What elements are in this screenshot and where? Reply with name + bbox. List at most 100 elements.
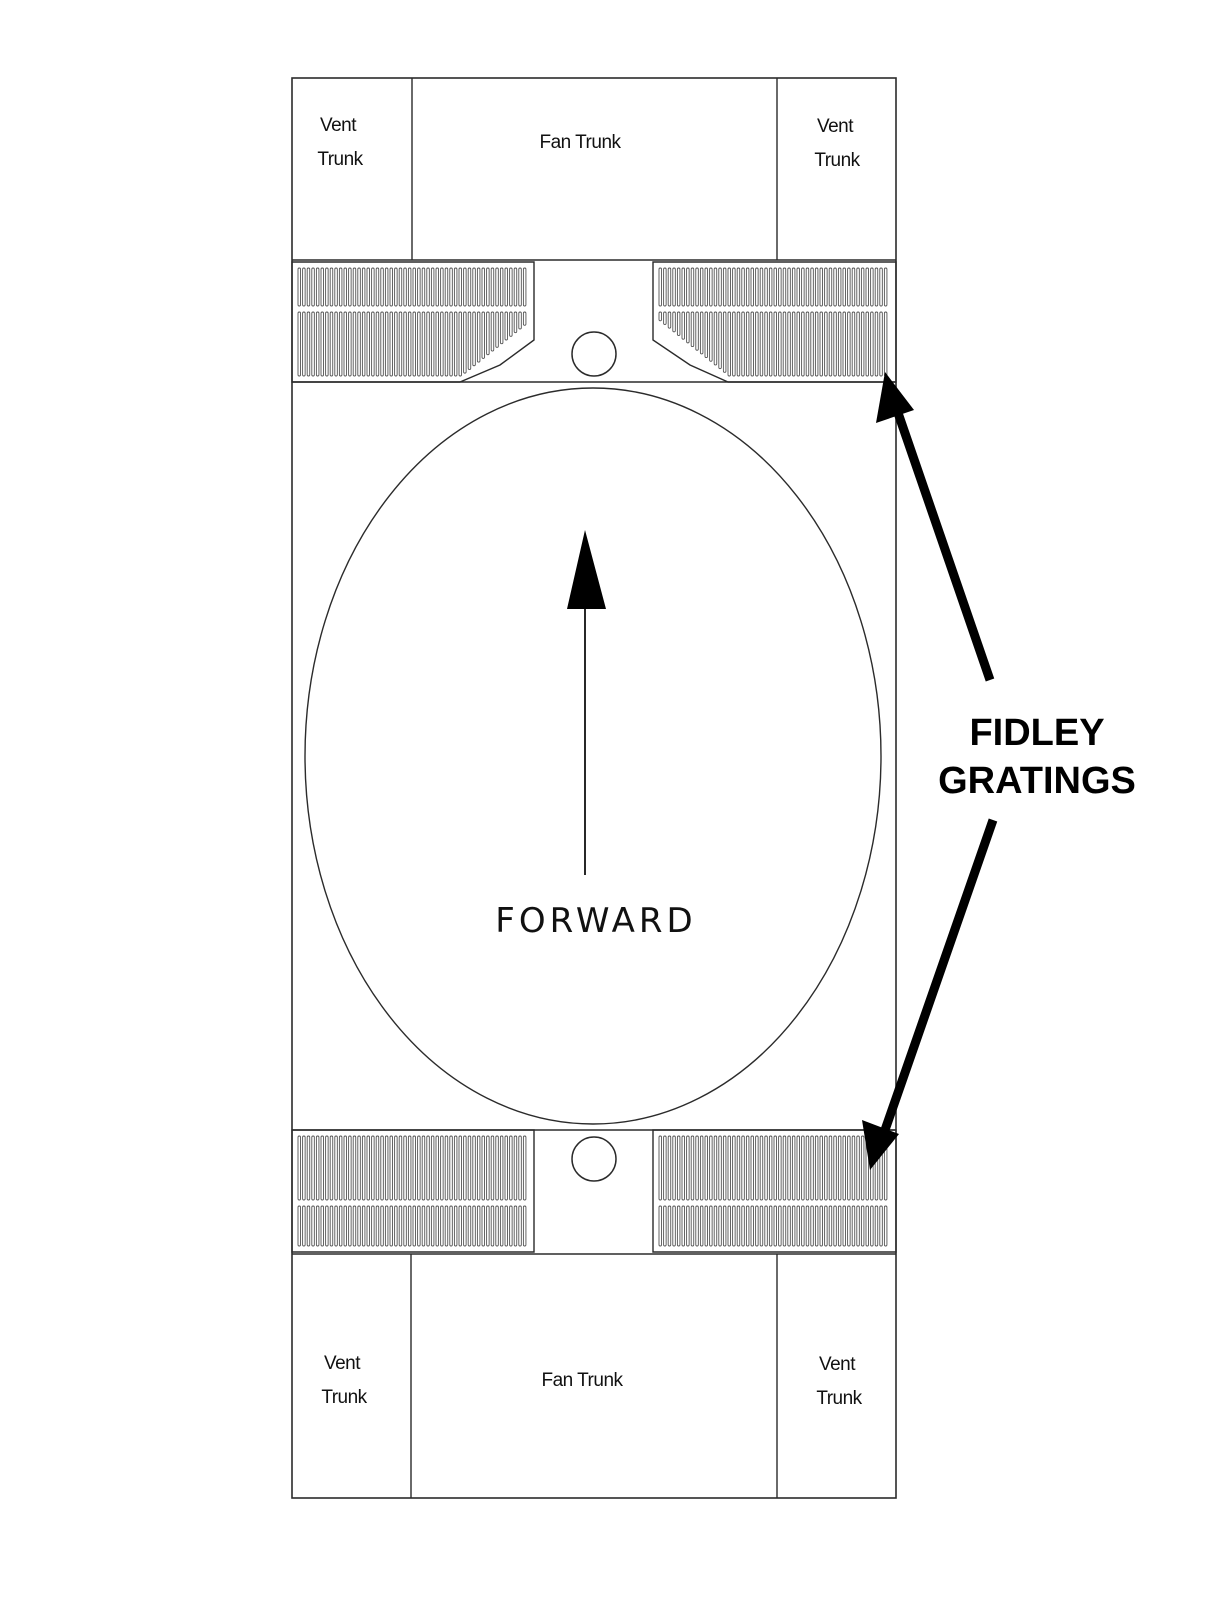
- grating-slot: [352, 311, 357, 377]
- grating-slot: [787, 267, 791, 307]
- grating-slot: [357, 267, 361, 307]
- grating-slot: [690, 1135, 695, 1201]
- grating-slot: [842, 1135, 846, 1201]
- grating-slot: [741, 311, 745, 377]
- grating-slot: [522, 267, 527, 307]
- grating-slot: [490, 267, 495, 307]
- grating-slot: [522, 1205, 527, 1247]
- grating-slot: [681, 311, 685, 340]
- grating-slot: [522, 311, 527, 326]
- grating-slot: [338, 311, 343, 377]
- grating-slot: [699, 311, 704, 355]
- grating-slot: [384, 1205, 389, 1247]
- grating-slot: [819, 1205, 823, 1247]
- grating-slot: [361, 1205, 366, 1247]
- grating-slot: [851, 1205, 856, 1247]
- grating-slot: [426, 311, 430, 377]
- grating-slot: [833, 311, 837, 377]
- grating-slot: [842, 267, 846, 307]
- grating-slot: [384, 1135, 389, 1201]
- grating-slot: [879, 311, 883, 377]
- grating-slot: [722, 1205, 727, 1247]
- grating-slot: [458, 267, 462, 307]
- grating-slot: [518, 1135, 522, 1201]
- grating-slot: [801, 1205, 805, 1247]
- grating-slot: [764, 267, 768, 307]
- grating-slot: [851, 311, 856, 377]
- grating-slot: [453, 1135, 458, 1201]
- grating-slot: [745, 1135, 750, 1201]
- grating-slot: [302, 1205, 306, 1247]
- grating-slot: [874, 311, 879, 377]
- top-grating-band: [291, 261, 897, 383]
- grating-slot: [847, 311, 851, 377]
- grating-slot: [791, 311, 796, 377]
- grating-slot: [467, 1205, 472, 1247]
- grating-slot: [833, 1135, 837, 1201]
- grating-slot: [782, 1205, 787, 1247]
- grating-slot: [768, 267, 773, 307]
- grating-slot: [343, 267, 347, 307]
- grating-slot: [796, 1135, 800, 1201]
- grating-slot: [440, 267, 444, 307]
- grating-slot: [883, 1205, 888, 1247]
- grating-slot: [732, 311, 736, 377]
- grating-slot: [718, 311, 722, 370]
- grating-slot: [315, 1135, 320, 1201]
- grating-slot: [481, 1135, 485, 1201]
- grating-slot: [718, 1205, 722, 1247]
- grating-slot: [704, 267, 708, 307]
- grating-slot: [398, 311, 403, 377]
- grating-slot: [343, 1205, 347, 1247]
- grating-slot: [518, 267, 522, 307]
- grating-slot: [338, 1135, 343, 1201]
- grating-slot: [870, 1205, 874, 1247]
- grating-slot: [458, 1135, 462, 1201]
- grating-slot: [722, 267, 727, 307]
- grating-slot: [334, 267, 338, 307]
- bottom-right-vent-line1: Vent: [819, 1354, 856, 1375]
- grating-slot: [348, 1135, 352, 1201]
- grating-slot: [805, 311, 810, 377]
- grating-slot: [764, 311, 768, 377]
- grating-slot: [329, 1205, 334, 1247]
- grating-slot: [357, 1205, 361, 1247]
- grating-slot: [824, 1205, 828, 1247]
- grating-slot: [732, 1205, 736, 1247]
- top-left-b-slots: [297, 311, 527, 377]
- grating-slot: [394, 311, 398, 377]
- callout-label-line1: FIDLEY: [969, 712, 1104, 754]
- grating-slot: [417, 267, 421, 307]
- oval-hatch: [304, 387, 882, 1125]
- grating-slot: [778, 1205, 782, 1247]
- grating-slot: [778, 267, 782, 307]
- grating-slot: [782, 311, 787, 377]
- grating-slot: [750, 267, 754, 307]
- grating-slot: [837, 1205, 842, 1247]
- grating-slot: [791, 1135, 796, 1201]
- grating-slot: [389, 311, 393, 377]
- grating-slot: [421, 267, 426, 307]
- grating-slot: [297, 267, 301, 307]
- grating-slot: [325, 311, 329, 377]
- grating-slot: [509, 311, 513, 337]
- grating-slot: [389, 1205, 393, 1247]
- grating-slot: [805, 1135, 810, 1201]
- grating-slot: [704, 1135, 708, 1201]
- grating-slot: [814, 1135, 819, 1201]
- grating-slot: [449, 1135, 453, 1201]
- bottom-left-b-slots: [297, 1205, 527, 1247]
- grating-slot: [522, 1135, 527, 1201]
- grating-slot: [463, 267, 467, 307]
- grating-slot: [810, 267, 814, 307]
- grating-slot: [486, 1205, 490, 1247]
- bottom-trunk-block: Vent Trunk Fan Trunk Vent Trunk: [292, 1253, 896, 1498]
- grating-slot: [745, 1205, 750, 1247]
- grating-slot: [782, 1135, 787, 1201]
- grating-slot: [667, 1135, 672, 1201]
- grating-slot: [755, 1135, 759, 1201]
- grating-slot: [509, 1135, 513, 1201]
- grating-slot: [435, 311, 439, 377]
- grating-slot: [334, 311, 338, 377]
- grating-slot: [681, 1135, 685, 1201]
